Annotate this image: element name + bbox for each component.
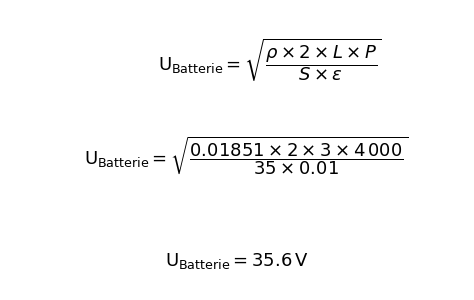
Text: $\mathrm{U}_{\mathrm{Batterie}} = 35.6\,\mathrm{V}$: $\mathrm{U}_{\mathrm{Batterie}} = 35.6\,…: [165, 251, 309, 271]
Text: $\mathrm{U}_{\mathrm{Batterie}} = \sqrt{\dfrac{\rho \times 2 \times L \times P}{: $\mathrm{U}_{\mathrm{Batterie}} = \sqrt{…: [158, 37, 382, 83]
Text: $\mathrm{U}_{\mathrm{Batterie}} = \sqrt{\dfrac{0.01851 \times 2 \times 3 \times : $\mathrm{U}_{\mathrm{Batterie}} = \sqrt{…: [84, 135, 409, 177]
